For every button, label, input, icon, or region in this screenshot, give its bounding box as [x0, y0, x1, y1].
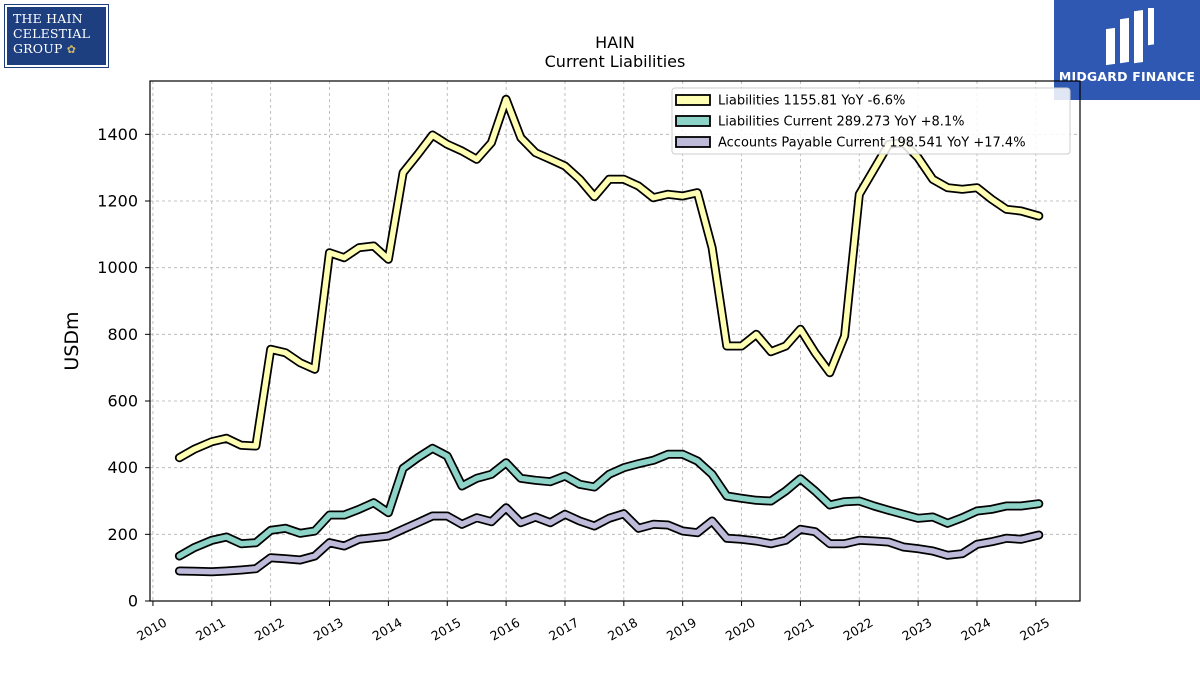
series-layer	[174, 94, 1044, 577]
x-tick-label: 2020	[723, 615, 758, 644]
legend: Liabilities 1155.81 YoY -6.6% Liabilities…	[671, 87, 1071, 155]
series-line-accounts-payable-current	[176, 504, 1042, 575]
x-tick-label: 2021	[782, 615, 817, 644]
hain-logo-line-2: CELESTIAL	[13, 26, 91, 41]
y-tick-label: 0	[128, 592, 138, 611]
x-tick-label: 2013	[311, 615, 346, 644]
legend-entry-label: Liabilities 1155.81 YoY -6.6%	[718, 94, 905, 109]
y-tick-label: 600	[107, 392, 138, 411]
legend-entry-label: Accounts Payable Current 198.541 YoY +17…	[718, 136, 1026, 151]
plot-frame	[149, 80, 1081, 602]
y-tick-label: 800	[107, 325, 138, 344]
y-tick-label: 1400	[97, 125, 138, 144]
x-tick-label: 2022	[840, 615, 875, 644]
x-tick-label: 2024	[958, 615, 993, 644]
x-tick-label: 2012	[252, 615, 287, 644]
x-tick-label: 2011	[193, 615, 228, 644]
x-tick-label: 2017	[546, 615, 581, 644]
hain-celestial-logo: THE HAIN CELESTIAL GROUP ✿	[4, 4, 109, 68]
y-tick-label: 200	[107, 525, 138, 544]
series-outline-liabilities-current	[174, 443, 1044, 561]
legend-swatch	[675, 94, 711, 106]
x-tick-label: 2019	[664, 615, 699, 644]
legend-entry-label: Liabilities Current 289.273 YoY +8.1%	[718, 115, 965, 130]
x-tick-label: 2016	[487, 615, 522, 644]
x-tick-label: 2023	[899, 615, 934, 644]
midgard-logo-text: MIDGARD FINANCE	[1058, 69, 1196, 84]
chart-subtitle: Current Liabilities	[545, 52, 686, 71]
legend-swatch	[675, 136, 711, 148]
y-tick-label: 1000	[97, 258, 138, 277]
chart-title: HAIN	[595, 33, 635, 52]
x-tick-label: 2010	[134, 615, 169, 644]
legend-box	[671, 87, 1071, 155]
y-tick-label: 400	[107, 458, 138, 477]
x-tick-label: 2018	[605, 615, 640, 644]
x-tick-label: 2025	[1017, 615, 1052, 644]
y-tick-label: 1200	[97, 192, 138, 211]
series-line-liabilities-current	[176, 445, 1042, 559]
leaf-icon: ✿	[66, 43, 77, 56]
hain-logo-line-3: GROUP ✿	[13, 41, 77, 56]
x-tick-label: 2014	[370, 615, 405, 644]
y-axis-label: USDm	[61, 311, 83, 370]
x-tick-label: 2015	[428, 615, 463, 644]
legend-swatch	[675, 115, 711, 127]
hain-logo-line-1: THE HAIN	[13, 11, 83, 26]
midgard-mark-icon	[1106, 8, 1154, 66]
midgard-finance-logo: MIDGARD FINANCE	[1054, 0, 1200, 100]
